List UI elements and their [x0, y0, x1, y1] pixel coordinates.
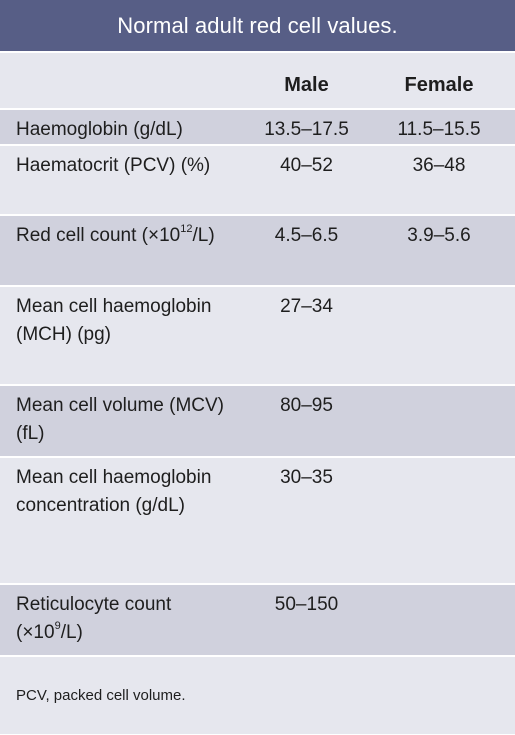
row-label: Reticulocyte count (×109/L): [0, 585, 246, 655]
footnote-row: PCV, packed cell volume.: [0, 655, 515, 734]
row-label: Haematocrit (PCV) (%): [16, 155, 211, 176]
male-value: 30–35: [280, 467, 333, 488]
header-blank: [0, 53, 246, 108]
row-label: Mean cell volume (MCV) (fL): [16, 395, 224, 444]
female-value: [367, 386, 515, 456]
male-value: 40–52: [280, 155, 333, 176]
row-label-unit: /L): [192, 225, 215, 246]
row-label: Red cell count (×1012/L): [0, 216, 246, 285]
female-value: 36–48: [412, 155, 466, 176]
row-label-unit: /L): [60, 622, 83, 643]
header-female: Female: [404, 74, 474, 96]
male-value: 4.5–6.5: [274, 225, 339, 246]
header-row: Male Female: [0, 51, 515, 108]
row-label-text: Red cell count (×10: [16, 225, 181, 246]
row-label: Mean cell haemoglobin (MCH) (pg): [16, 296, 212, 345]
header-male: Male: [284, 74, 329, 96]
table-row: Mean cell volume (MCV) (fL) 80–95: [0, 384, 515, 456]
table-row: Reticulocyte count (×109/L) 50–150: [0, 583, 515, 655]
table-title: Normal adult red cell values.: [0, 0, 515, 51]
row-label-exponent: 12: [180, 222, 193, 235]
female-value: [367, 458, 515, 583]
female-value: 11.5–15.5: [397, 119, 481, 140]
table-row: Mean cell haemoglobin concentration (g/d…: [0, 456, 515, 583]
footnote: PCV, packed cell volume.: [16, 687, 186, 704]
male-value: 50–150: [274, 594, 339, 615]
table-row: Haemoglobin (g/dL) 13.5–17.5 11.5–15.5: [0, 108, 515, 144]
male-value: 27–34: [280, 296, 333, 317]
female-value: [367, 585, 515, 655]
female-value: 3.9–5.6: [407, 225, 471, 246]
row-label: Mean cell haemoglobin concentration (g/d…: [16, 467, 212, 516]
male-value: 80–95: [280, 395, 333, 416]
row-label-text: Reticulocyte count (×10: [16, 594, 172, 643]
row-label-exponent: 9: [54, 619, 61, 632]
row-label: Haemoglobin (g/dL): [16, 119, 183, 140]
table-row: Mean cell haemoglobin (MCH) (pg) 27–34: [0, 285, 515, 384]
table-row: Haematocrit (PCV) (%) 40–52 36–48: [0, 144, 515, 214]
table-row: Red cell count (×1012/L) 4.5–6.5 3.9–5.6: [0, 214, 515, 285]
female-value: [367, 287, 515, 384]
male-value: 13.5–17.5: [264, 119, 349, 140]
